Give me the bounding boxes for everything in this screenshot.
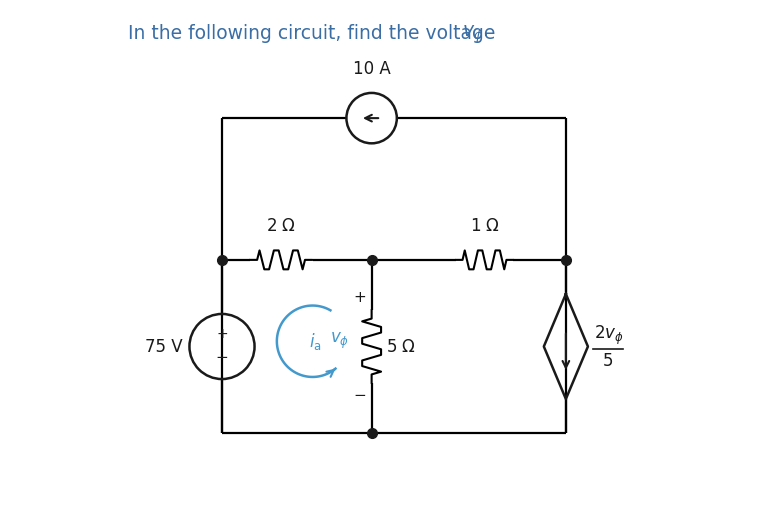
Text: $v_\phi$: $v_\phi$ (330, 331, 350, 351)
Text: $i_{\mathrm{a}}$: $i_{\mathrm{a}}$ (309, 331, 322, 352)
Text: +: + (354, 289, 367, 304)
Text: +: + (216, 328, 228, 341)
Text: 2 $\Omega$: 2 $\Omega$ (266, 217, 296, 235)
Text: 75 V: 75 V (145, 338, 183, 355)
Text: −: − (354, 388, 367, 404)
Text: 5 $\Omega$: 5 $\Omega$ (386, 338, 417, 355)
Text: In the following circuit, find the voltage: In the following circuit, find the volta… (128, 24, 501, 43)
Text: $v_\phi$.: $v_\phi$. (462, 24, 489, 45)
Text: 10 A: 10 A (353, 60, 390, 78)
Text: 5: 5 (603, 352, 613, 370)
Text: 1 $\Omega$: 1 $\Omega$ (470, 217, 499, 235)
Text: $2v_\phi$: $2v_\phi$ (594, 323, 624, 346)
Text: −: − (216, 350, 228, 365)
